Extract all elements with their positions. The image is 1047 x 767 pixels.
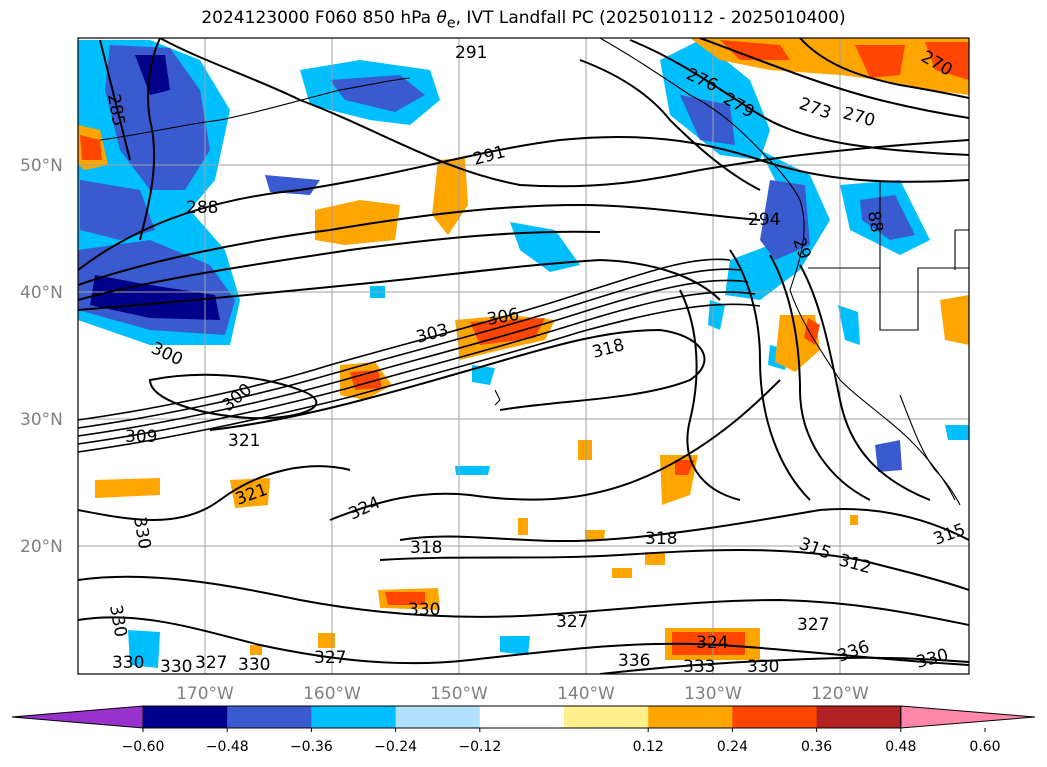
colorbar-tick-label: 0.24 — [717, 739, 748, 755]
colorbar-extend-low — [11, 705, 144, 729]
colorbar-swatch — [227, 706, 312, 728]
contour-label: 330 — [747, 657, 779, 677]
colorbar-tick-label: −0.60 — [122, 739, 165, 755]
contour-label: 327 — [556, 612, 588, 632]
colorbar-swatch — [648, 706, 733, 728]
colorbar-tick-label: 0.12 — [633, 739, 664, 755]
contour-label: 333 — [683, 657, 715, 677]
map-title: 2024123000 F060 850 hPa θe, IVT Landfall… — [201, 8, 846, 32]
lat-label: 40°N — [20, 283, 63, 303]
contour-label: 291 — [455, 43, 487, 63]
contour-label: 288 — [186, 198, 218, 218]
colorbar: −0.60 −0.48 −0.36 −0.24 −0.12 0.12 0.24 0.36 0.4… — [11, 705, 1036, 755]
negative-shading — [78, 40, 969, 668]
contour-label: 318 — [645, 529, 677, 549]
contour-label: 330 — [408, 600, 440, 620]
contour-label: 321 — [228, 431, 260, 451]
contour-label: 336 — [618, 651, 650, 671]
coastlines — [99, 38, 969, 506]
graticule — [78, 38, 969, 674]
lon-label: 160°W — [303, 684, 361, 704]
colorbar-tick-label: 0.60 — [969, 739, 1000, 755]
longitude-labels: 170°W 160°W 150°W 140°W 130°W 120°W — [176, 684, 869, 704]
lon-label: 130°W — [684, 684, 742, 704]
lon-label: 150°W — [430, 684, 488, 704]
colorbar-extend-high — [900, 705, 1036, 729]
colorbar-tick-label: −0.36 — [290, 739, 333, 755]
contour-label: 318 — [410, 538, 442, 558]
colorbar-swatch — [143, 706, 228, 728]
colorbar-tick-label: −0.24 — [374, 739, 417, 755]
contour-label: 294 — [748, 210, 780, 230]
plot-area: 291 276 270 279 273 270 285 291 288 294 … — [78, 38, 969, 677]
colorbar-swatch — [816, 706, 902, 728]
colorbar-swatch — [564, 706, 649, 728]
lat-label: 30°N — [20, 410, 63, 430]
contour-label: 330 — [112, 653, 144, 673]
colorbar-tick-label: −0.48 — [206, 739, 249, 755]
lon-label: 170°W — [176, 684, 234, 704]
lat-label: 20°N — [20, 537, 63, 557]
contour-label: 327 — [797, 615, 829, 635]
contour-label: 309 — [125, 427, 157, 447]
colorbar-tick-label: −0.12 — [458, 739, 501, 755]
contour-label: 88 — [863, 209, 886, 234]
map-frame — [77, 37, 970, 675]
lat-label: 50°N — [20, 156, 63, 176]
colorbar-swatch — [479, 706, 565, 728]
theta-e-contours — [78, 38, 969, 674]
colorbar-tick-label: 0.48 — [885, 739, 916, 755]
contour-label: 330 — [160, 657, 192, 677]
colorbar-swatch — [311, 706, 397, 728]
contour-label: 330 — [238, 655, 270, 675]
contour-label: 324 — [696, 633, 728, 653]
lon-label: 120°W — [811, 684, 869, 704]
contour-label: 327 — [195, 653, 227, 673]
colorbar-frame — [142, 705, 902, 729]
colorbar-swatch — [395, 706, 481, 728]
colorbar-swatch — [732, 706, 818, 728]
colorbar-tick-label: 0.36 — [801, 739, 832, 755]
contour-label: 327 — [314, 648, 346, 668]
lon-label: 140°W — [557, 684, 615, 704]
latitude-labels: 50°N 40°N 30°N 20°N — [20, 156, 63, 557]
